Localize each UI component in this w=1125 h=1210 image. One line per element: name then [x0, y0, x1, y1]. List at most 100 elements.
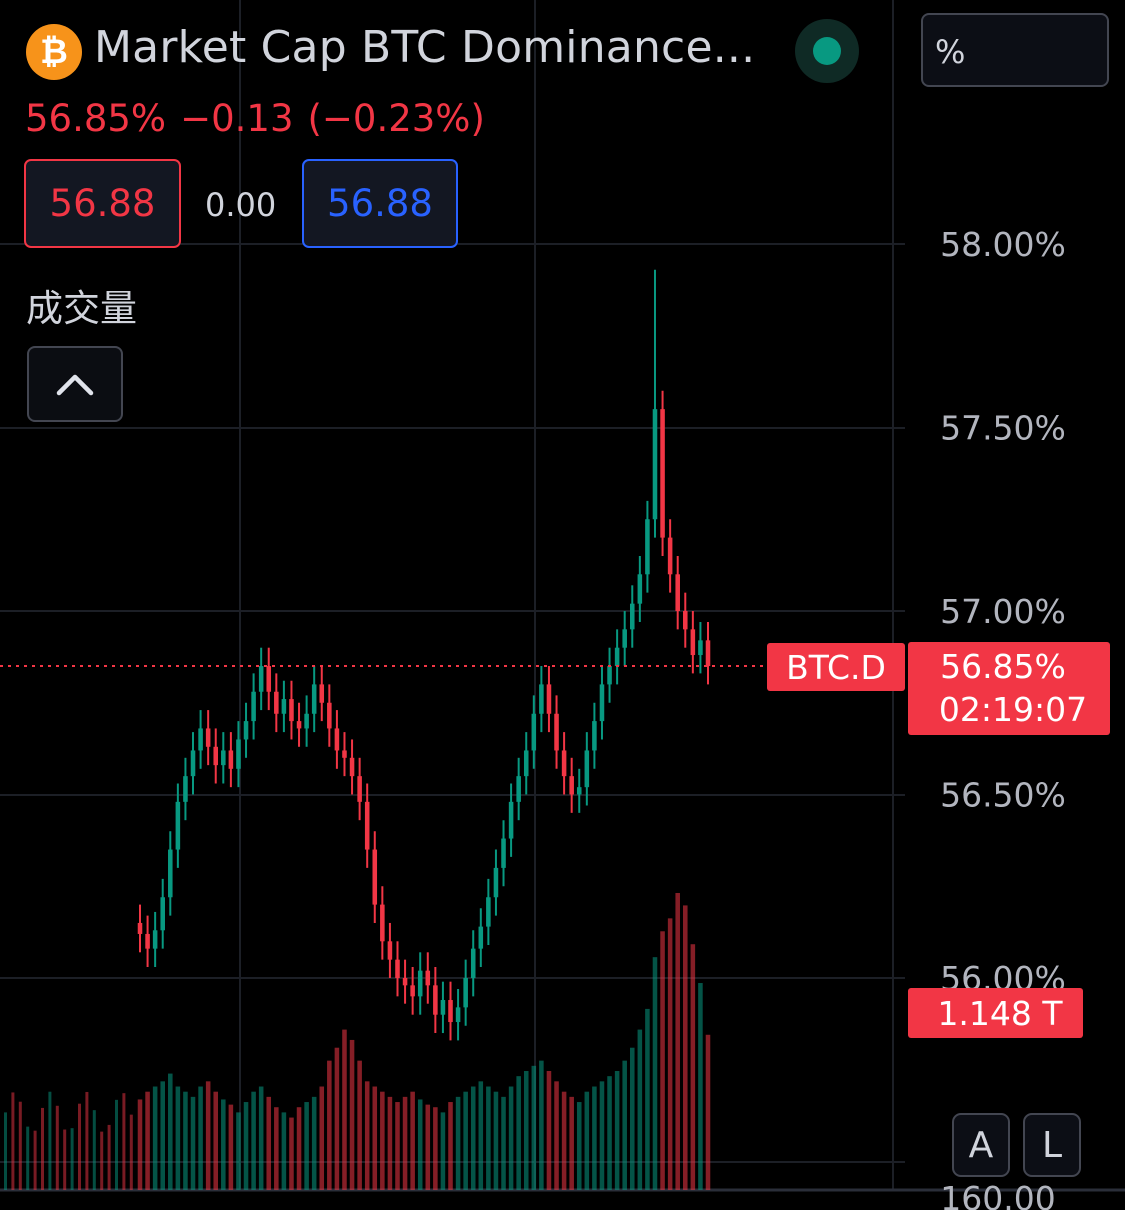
candle-body	[289, 699, 294, 722]
live-dot-icon	[813, 37, 841, 65]
candle-body	[145, 933, 150, 949]
volume-bar	[41, 1107, 44, 1190]
candle-body	[584, 750, 590, 788]
candle-body	[281, 699, 287, 714]
volume-bar	[645, 1008, 650, 1190]
candle-body	[607, 666, 612, 685]
market-status-indicator[interactable]	[795, 19, 859, 83]
volume-bar	[221, 1099, 226, 1190]
volume-bar	[448, 1102, 453, 1190]
candle-body	[576, 787, 582, 795]
volume-bar	[402, 1096, 408, 1190]
volume-bar	[289, 1117, 294, 1190]
volume-bar	[554, 1081, 559, 1190]
volume-bar	[205, 1081, 211, 1190]
candle-body	[486, 897, 491, 927]
volume-bar	[425, 1104, 431, 1190]
volume-bar	[228, 1104, 234, 1190]
candle-body	[221, 750, 226, 766]
volume-bar	[698, 983, 703, 1190]
candle-body	[667, 537, 673, 575]
candle-body	[266, 666, 272, 692]
volume-bar	[63, 1129, 67, 1190]
volume-tag: 1.148 T	[908, 988, 1083, 1038]
volume-bar	[243, 1102, 249, 1190]
volume-bar	[33, 1130, 37, 1190]
volume-bar	[470, 1086, 476, 1190]
candle-body	[675, 574, 680, 611]
sell-button[interactable]: 56.88	[24, 159, 181, 248]
log-scale-button[interactable]: L	[1023, 1113, 1081, 1177]
candle-body	[243, 721, 249, 740]
volume-bar	[175, 1086, 181, 1190]
collapse-button[interactable]	[27, 346, 123, 422]
price-summary: 56.85% −0.13 (−0.23%)	[25, 97, 499, 140]
candle-body	[160, 897, 165, 931]
volume-bar	[372, 1086, 378, 1190]
last-price-tag-bg	[908, 642, 1110, 735]
volume-bar	[486, 1086, 491, 1190]
auto-scale-button[interactable]: A	[952, 1113, 1010, 1177]
price-change-pct: (−0.23%)	[307, 97, 485, 140]
volume-bar	[122, 1093, 126, 1190]
volume-bar	[334, 1047, 340, 1190]
unit-selector[interactable]: %	[921, 13, 1109, 87]
candle-body	[508, 801, 514, 839]
volume-bar	[213, 1091, 219, 1190]
symbol-title[interactable]: Market Cap BTC Dominance...	[94, 22, 756, 73]
buy-button[interactable]: 56.88	[302, 159, 458, 248]
volume-bar	[160, 1081, 165, 1190]
candle-body	[228, 750, 234, 769]
volume-bar	[11, 1092, 15, 1190]
volume-bar	[599, 1081, 605, 1190]
volume-bar	[137, 1099, 143, 1190]
volume-bar	[433, 1107, 438, 1190]
symbol-label: BTC.D	[786, 648, 886, 687]
candle-body	[342, 750, 347, 758]
volume-bar	[145, 1091, 150, 1190]
volume-axis-label: 1.148 T	[937, 994, 1063, 1033]
volume-bar	[357, 1060, 362, 1190]
candle-body	[493, 867, 499, 898]
y-tick-label: 58.00%	[940, 225, 1066, 264]
candle-body	[652, 409, 658, 520]
volume-bar	[152, 1086, 158, 1190]
candle-body	[357, 776, 362, 802]
candle-body	[198, 728, 203, 751]
volume-bar	[675, 893, 680, 1190]
chevron-up-icon	[56, 374, 94, 396]
volume-bar	[395, 1102, 400, 1190]
candle-body	[592, 721, 597, 751]
volume-bar	[508, 1086, 514, 1190]
candle-body	[478, 926, 484, 949]
candle-body	[546, 684, 552, 714]
volume-bar	[198, 1086, 203, 1190]
volume-indicator-label[interactable]: 成交量	[26, 287, 137, 330]
volume-bar	[304, 1102, 309, 1190]
volume-bar	[516, 1076, 521, 1190]
candle-body	[258, 666, 264, 692]
volume-bar	[493, 1091, 499, 1190]
volume-bar	[311, 1096, 317, 1190]
candle-body	[698, 640, 703, 656]
volume-bar	[705, 1034, 711, 1190]
candle-body	[614, 647, 620, 667]
volume-bar	[523, 1070, 529, 1190]
volume-bar	[614, 1070, 620, 1190]
volume-bar	[48, 1091, 52, 1190]
volume-bar	[539, 1060, 544, 1190]
volume-bar	[364, 1081, 370, 1190]
y-tick-label: 57.00%	[940, 592, 1066, 631]
volume-bar	[683, 905, 688, 1190]
volume-bar	[100, 1131, 104, 1190]
candle-body	[364, 801, 370, 850]
candle-body	[213, 746, 219, 766]
volume-bar	[274, 1107, 279, 1190]
candle-body	[137, 922, 143, 934]
candle-body	[304, 713, 309, 729]
candle-body	[539, 684, 544, 714]
volume-bar	[478, 1081, 484, 1190]
volume-bar	[592, 1086, 597, 1190]
candle-body	[531, 713, 537, 751]
